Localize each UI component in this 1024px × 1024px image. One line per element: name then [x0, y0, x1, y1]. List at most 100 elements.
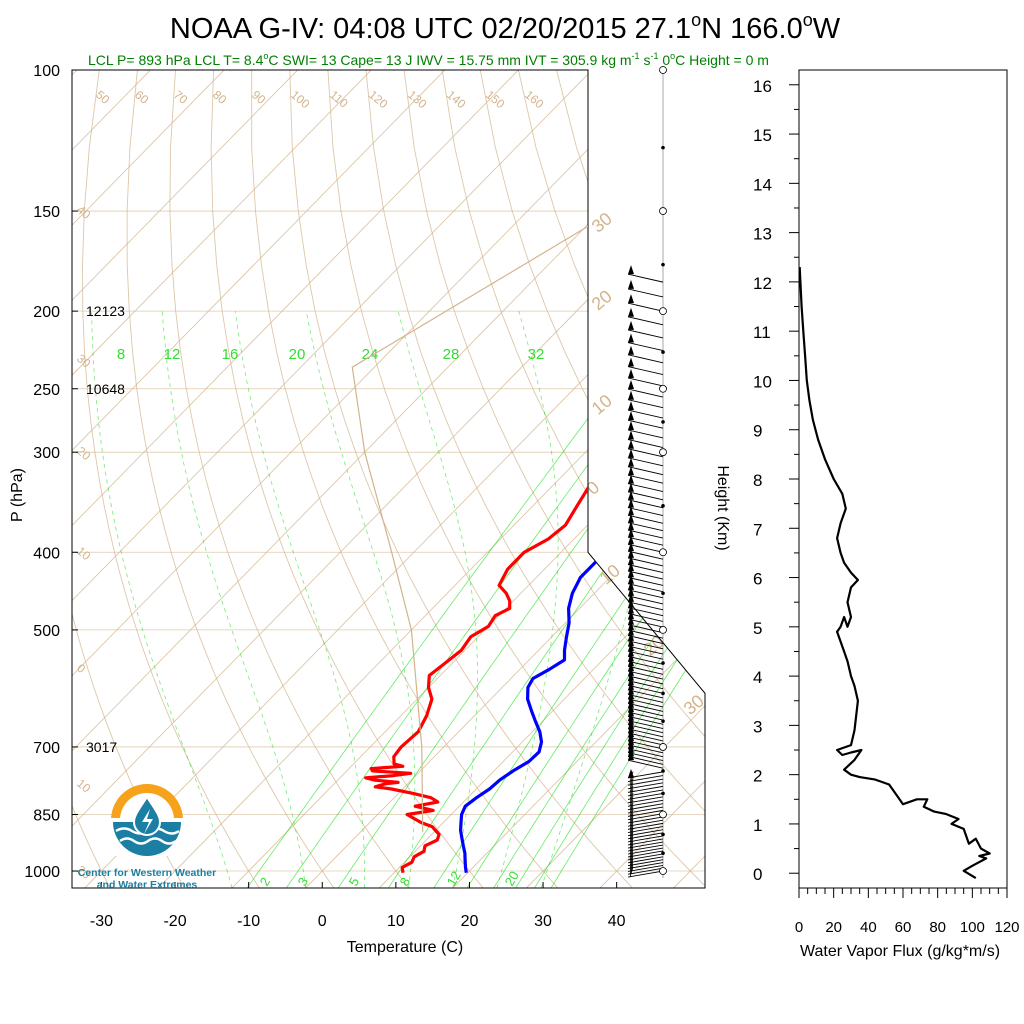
- moist-adiabat-line: [161, 311, 306, 888]
- wind-barb: [627, 732, 664, 742]
- wind-barb: [627, 759, 664, 769]
- flux-tick-label: 20: [825, 919, 842, 936]
- wind-feather: [629, 819, 634, 830]
- parcel-line: [351, 70, 705, 832]
- y-tick-label: 500: [33, 623, 60, 640]
- wind-flag: [628, 439, 634, 449]
- wind-feather: [629, 858, 634, 869]
- wind-barb: [627, 799, 664, 807]
- wind-level-dot: [661, 691, 665, 696]
- wind-feather: [629, 852, 634, 863]
- wind-feather: [629, 785, 634, 797]
- wind-barb: [627, 684, 664, 694]
- wind-feather: [629, 831, 634, 843]
- dry-adiabat-line: [403, 70, 705, 888]
- moist-adiabat-line: [496, 310, 559, 888]
- wind-flag: [628, 568, 634, 578]
- wind-barb: [627, 711, 664, 721]
- wind-barb: [627, 645, 664, 655]
- wind-barb: [627, 789, 664, 797]
- mixing-ratio-line: [466, 415, 705, 888]
- wind-barb: [627, 499, 664, 509]
- wind-barb: [627, 601, 664, 611]
- wind-barb: [627, 744, 664, 754]
- wind-feather: [629, 837, 634, 849]
- wind-barb: [627, 803, 664, 811]
- wind-barb: [627, 564, 664, 573]
- wind-feather: [629, 846, 634, 858]
- flux-tick-label: 100: [960, 919, 985, 936]
- skewt-series: [351, 70, 705, 874]
- mixing-ratio-label: 16: [222, 346, 239, 363]
- skewt-background-lines: [72, 70, 1024, 888]
- wind-flag: [628, 333, 634, 343]
- height-tick-label: 8: [753, 471, 762, 490]
- isotherm-label: 50: [93, 88, 112, 108]
- x-tick-label: 20: [461, 913, 479, 930]
- wind-flag: [628, 320, 634, 330]
- wind-barb: [627, 862, 664, 870]
- flux-x-axis-label: Water Vapor Flux (g/kg*m/s): [800, 943, 1000, 960]
- dry-adiabat-line: [251, 70, 559, 888]
- wind-barb: [627, 720, 664, 730]
- wind-barb: [627, 670, 664, 680]
- wind-barb: [627, 507, 664, 517]
- wind-flag: [628, 448, 634, 458]
- isotherm-line: [72, 70, 372, 888]
- theta-label: 20: [74, 444, 93, 464]
- dry-adiabat-line: [785, 70, 1024, 888]
- wind-barb: [627, 399, 664, 409]
- y-tick-label: 300: [33, 445, 60, 462]
- wind-barb: [627, 680, 664, 690]
- wind-flag: [628, 357, 634, 367]
- height-annotation: 12123: [86, 303, 125, 319]
- wind-level-marker: [659, 384, 667, 393]
- wind-flag: [628, 676, 634, 686]
- flux-tick-label: 120: [994, 919, 1019, 936]
- dry-adiabat-line: [126, 70, 335, 888]
- wind-level-dot: [661, 832, 665, 837]
- wind-barb: [627, 543, 664, 553]
- wind-barb: [627, 629, 664, 639]
- mixing-ratio-label: 3: [295, 875, 312, 889]
- mixing-ratio-line: [493, 415, 705, 888]
- wind-barb: [627, 752, 664, 762]
- wind-barb: [627, 288, 664, 298]
- wind-feather: [629, 806, 634, 817]
- wind-barb: [627, 724, 664, 734]
- height-tick-label: 7: [753, 520, 762, 539]
- wind-barb: [627, 822, 664, 830]
- height-tick-label: 3: [753, 717, 762, 736]
- wind-barb: [627, 748, 664, 758]
- wind-barb: [627, 829, 664, 837]
- wind-barb: [627, 439, 664, 448]
- height-tick-label: 5: [753, 619, 762, 638]
- height-tick-label: 6: [753, 570, 762, 589]
- wind-feather: [629, 849, 634, 861]
- wind-flag: [628, 685, 634, 695]
- x-tick-label: -10: [237, 913, 260, 930]
- wind-flag: [628, 528, 634, 538]
- wind-flag: [628, 411, 634, 421]
- wind-level-dot: [661, 791, 665, 796]
- height-tick-label: 4: [753, 668, 762, 687]
- y-tick-label: 850: [33, 807, 60, 824]
- wind-barb: [627, 809, 664, 817]
- y-axis-label: P (hPa): [9, 468, 26, 522]
- flux-plot-frame: [798, 69, 1008, 889]
- wind-barb: [627, 771, 664, 779]
- wind-feather: [629, 866, 634, 878]
- wind-barb: [627, 715, 664, 725]
- wind-barb: [627, 589, 664, 599]
- mixing-ratio-line: [550, 415, 705, 888]
- wind-feather: [629, 792, 634, 803]
- wind-barb: [627, 354, 664, 364]
- mixing-ratio-line: [337, 415, 670, 888]
- wind-barb: [627, 870, 664, 878]
- wind-barb: [627, 728, 664, 738]
- wind-barb: [627, 740, 664, 750]
- mixing-ratio-label: 32: [528, 346, 545, 363]
- wind-level-marker: [659, 867, 667, 875]
- wind-level-marker: [659, 810, 667, 819]
